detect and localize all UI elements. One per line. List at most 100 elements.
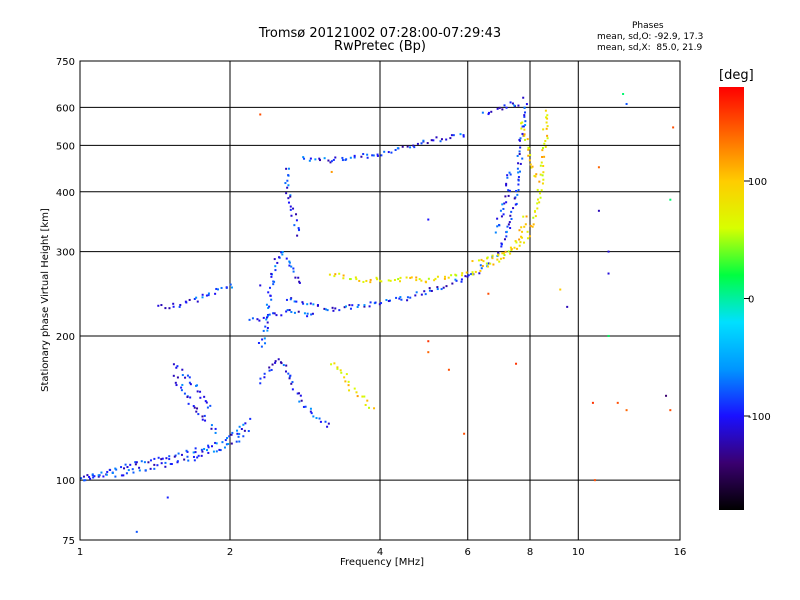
x-mode-point xyxy=(507,250,510,253)
o-mode-point xyxy=(409,146,412,149)
o-mode-point xyxy=(505,106,508,109)
x-mode-point xyxy=(399,276,402,279)
o-mode-point xyxy=(300,399,303,402)
o-mode-point xyxy=(505,230,508,233)
x-mode-point xyxy=(546,117,549,120)
o-mode-point xyxy=(194,447,197,450)
o-mode-point xyxy=(230,286,233,289)
x-mode-point xyxy=(474,270,477,273)
o-mode-point xyxy=(180,389,183,392)
o-mode-point xyxy=(180,453,183,456)
o-mode-point xyxy=(285,167,288,170)
o-mode-point xyxy=(338,309,341,312)
plot-frame xyxy=(79,60,681,541)
o-mode-point xyxy=(88,475,91,478)
x-mode-point xyxy=(542,171,545,174)
x-mode-point xyxy=(455,274,458,277)
o-mode-point xyxy=(509,173,512,176)
o-mode-point xyxy=(164,307,167,310)
x-mode-point xyxy=(387,279,390,282)
o-mode-point xyxy=(266,321,269,324)
o-mode-point xyxy=(363,304,366,307)
o-mode-point xyxy=(297,310,300,313)
o-mode-point xyxy=(195,410,198,413)
o-mode-point xyxy=(341,156,344,159)
x-mode-point xyxy=(349,278,352,281)
o-mode-point xyxy=(265,303,268,306)
o-mode-point xyxy=(261,338,264,341)
o-mode-point xyxy=(181,383,184,386)
o-mode-point xyxy=(225,443,228,446)
x-tick-label: 8 xyxy=(527,547,533,558)
y-tick-label: 600 xyxy=(56,103,75,114)
o-mode-point xyxy=(242,435,245,438)
x-mode-point xyxy=(515,241,518,244)
o-mode-point xyxy=(502,207,505,210)
o-mode-point xyxy=(292,267,295,270)
o-mode-point xyxy=(215,442,218,445)
o-mode-point xyxy=(394,148,397,151)
o-mode-point xyxy=(353,156,356,159)
o-mode-point xyxy=(161,457,164,460)
o-mode-point xyxy=(310,412,313,415)
o-mode-point xyxy=(205,294,208,297)
o-mode-point xyxy=(124,463,127,466)
o-mode-point xyxy=(508,171,511,174)
o-mode-point xyxy=(218,448,221,451)
o-mode-point xyxy=(368,305,371,308)
x-mode-point xyxy=(523,138,526,141)
o-mode-point xyxy=(290,382,293,385)
o-mode-point xyxy=(127,469,130,472)
o-mode-point xyxy=(464,275,467,278)
o-mode-point xyxy=(187,402,190,405)
o-mode-point xyxy=(286,186,289,189)
o-mode-point xyxy=(406,299,409,302)
o-mode-point xyxy=(467,274,470,277)
o-mode-point xyxy=(357,304,360,307)
o-mode-point xyxy=(366,153,369,156)
o-mode-point xyxy=(436,286,439,289)
o-mode-point xyxy=(289,298,292,301)
o-mode-point xyxy=(248,318,251,321)
o-mode-point xyxy=(289,205,292,208)
o-mode-point xyxy=(175,384,178,387)
o-mode-point xyxy=(237,435,240,438)
o-mode-point xyxy=(272,283,275,286)
o-mode-point xyxy=(263,376,266,379)
isolated-point xyxy=(672,126,675,129)
x-mode-point xyxy=(524,223,527,226)
o-mode-point xyxy=(517,176,520,179)
o-mode-point xyxy=(292,207,295,210)
x-mode-point xyxy=(533,174,536,177)
grid xyxy=(80,61,680,540)
x-mode-point xyxy=(397,278,400,281)
o-mode-point xyxy=(270,275,273,278)
o-mode-point xyxy=(275,314,278,317)
o-mode-point xyxy=(160,304,163,307)
o-mode-point xyxy=(278,256,281,259)
o-mode-point xyxy=(230,442,233,445)
o-mode-point xyxy=(376,154,379,157)
o-mode-point xyxy=(455,279,458,282)
x-mode-point xyxy=(373,407,376,410)
o-mode-point xyxy=(420,142,423,145)
x-mode-point xyxy=(529,224,532,227)
x-mode-point xyxy=(486,265,489,268)
o-mode-point xyxy=(290,297,293,300)
o-mode-point xyxy=(318,157,321,160)
o-mode-point xyxy=(462,134,465,137)
o-mode-point xyxy=(516,167,519,170)
x-mode-point xyxy=(471,260,474,263)
o-mode-point xyxy=(274,269,277,272)
o-mode-point xyxy=(174,381,177,384)
o-mode-point xyxy=(266,326,269,329)
o-mode-point xyxy=(314,158,317,161)
o-mode-point xyxy=(360,155,363,158)
o-mode-point xyxy=(297,276,300,279)
o-mode-point xyxy=(189,396,192,399)
o-mode-point xyxy=(519,162,522,165)
o-mode-point xyxy=(509,227,512,230)
colorbar: 100 0 -100 xyxy=(719,87,771,510)
o-mode-point xyxy=(371,154,374,157)
o-mode-point xyxy=(92,476,95,479)
